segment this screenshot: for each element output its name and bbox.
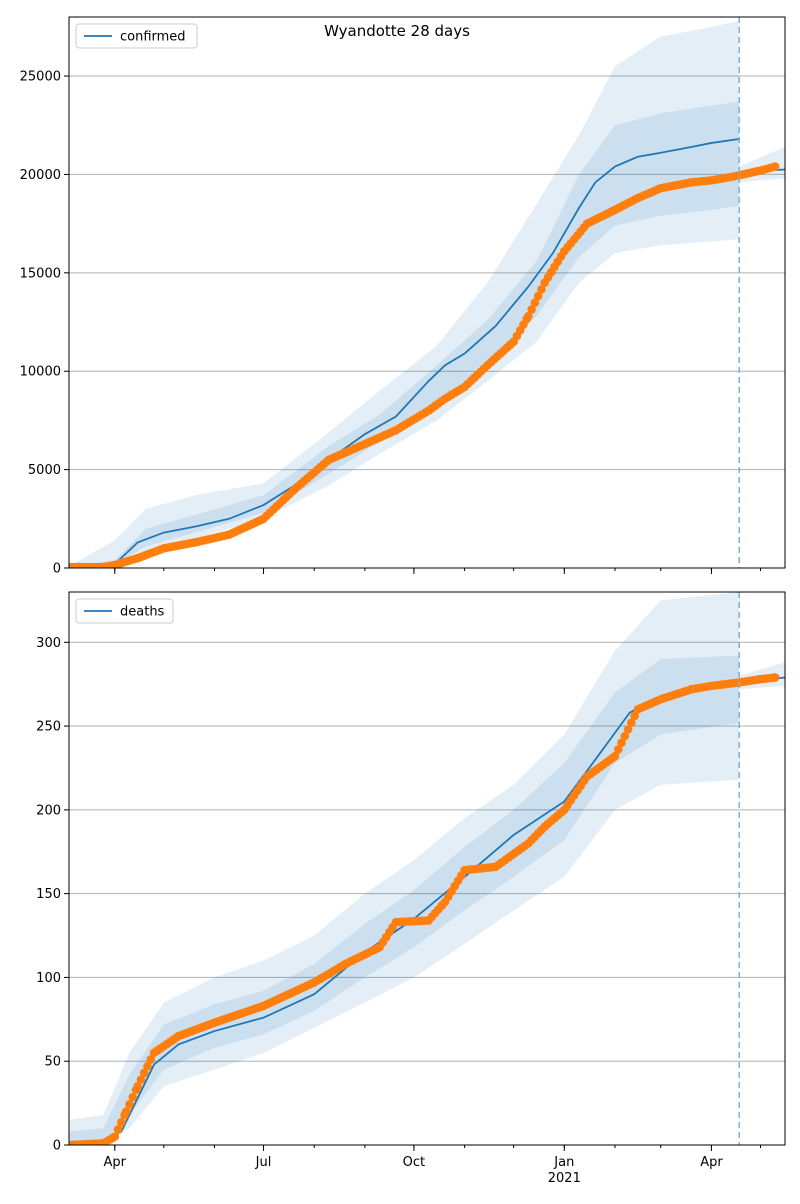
observed-point — [623, 725, 633, 734]
y-tick-label: 10000 — [20, 365, 61, 380]
observed-point — [613, 745, 623, 754]
confirmed-panel: 0 5000 10000 15000 20000 25000 confirmed — [20, 16, 786, 577]
y-tick-label: 15000 — [20, 266, 61, 281]
uncertainty-band — [69, 655, 740, 1145]
observed-point — [627, 718, 636, 728]
x-tick-label: Oct — [403, 1155, 425, 1170]
y-tick-label: 250 — [36, 720, 61, 735]
observed-point — [146, 1055, 156, 1064]
observed-series — [69, 162, 780, 568]
x-tick-label: Apr — [700, 1155, 723, 1170]
axes-frame — [68, 16, 786, 569]
observed-point — [125, 1100, 134, 1109]
uncertainty-band — [69, 20, 740, 568]
observed-point — [537, 285, 546, 294]
observed-point — [610, 751, 620, 761]
observed-point — [117, 1117, 126, 1127]
legend-label: deaths — [120, 605, 165, 620]
observed-point — [527, 305, 536, 314]
x-tick-sublabel: 2021 — [548, 1171, 581, 1186]
observed-point — [533, 291, 543, 301]
observed-point — [770, 673, 780, 682]
plot-area — [69, 20, 785, 568]
y-tick-label: 0 — [53, 1139, 61, 1154]
observed-point — [630, 711, 639, 721]
x-tick-label: Apr — [104, 1155, 127, 1170]
uncertainty-band — [69, 592, 740, 1145]
observed-point — [524, 311, 533, 321]
legend-label: confirmed — [120, 30, 186, 45]
legend-box — [75, 23, 198, 49]
observed-point — [121, 1107, 131, 1116]
model-line-confirmed — [69, 138, 740, 568]
observed-series — [69, 673, 780, 1145]
observed-point — [143, 1061, 152, 1071]
legend-box — [75, 598, 174, 624]
observed-point — [110, 1132, 120, 1141]
y-tick-label: 5000 — [28, 463, 61, 478]
observed-point — [617, 738, 626, 748]
y-tick-label: 300 — [36, 636, 61, 651]
y-tick-label: 0 — [53, 562, 61, 577]
observed-point — [133, 1082, 142, 1091]
y-tick-label: 100 — [36, 971, 61, 986]
observed-point — [136, 1075, 146, 1084]
y-tick-label: 200 — [36, 803, 61, 818]
x-tick-label: Jul — [255, 1155, 272, 1170]
observed-point — [128, 1092, 138, 1102]
observed-point — [113, 1125, 123, 1134]
y-tick-label: 20000 — [20, 168, 61, 183]
observed-point — [620, 731, 630, 741]
x-tick-label: Jan — [553, 1155, 574, 1170]
plot-area — [69, 592, 785, 1145]
axes-frame — [68, 591, 786, 1146]
chart-title: Wyandotte 28 days — [324, 22, 470, 40]
observed-point — [530, 298, 540, 308]
y-tick-label: 50 — [44, 1055, 61, 1070]
observed-point — [139, 1068, 149, 1078]
y-tick-label: 150 — [36, 887, 61, 902]
uncertainty-band — [69, 101, 740, 568]
y-tick-label: 25000 — [20, 70, 61, 85]
observed-point — [770, 162, 780, 171]
